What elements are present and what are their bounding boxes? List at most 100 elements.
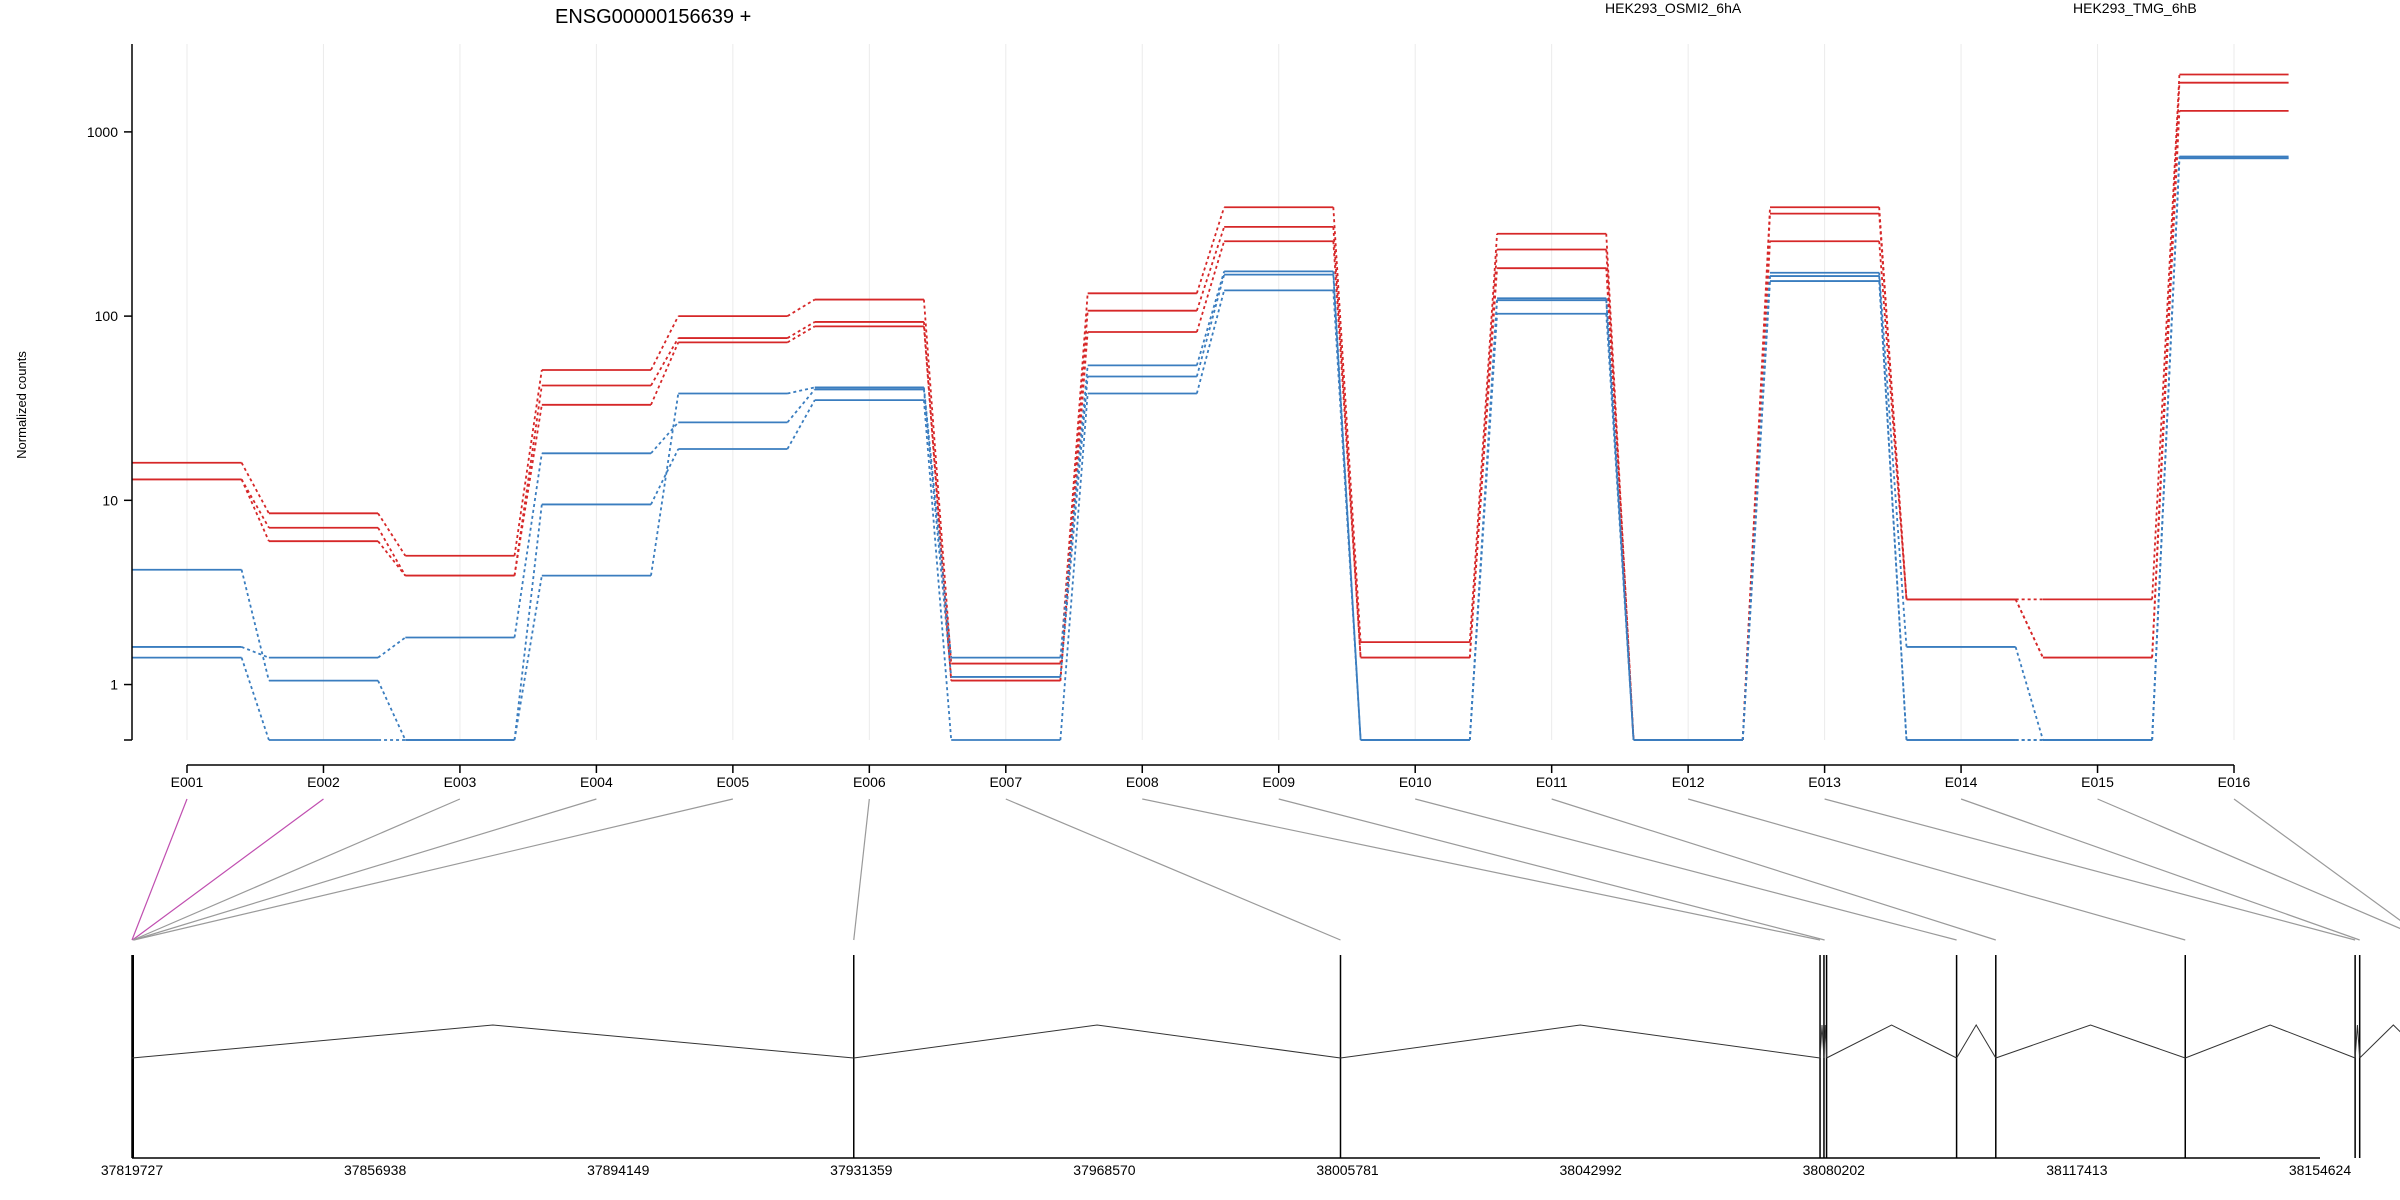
genomic-tick-label: 38080202 bbox=[1803, 1162, 1866, 1178]
data-connector bbox=[1195, 206, 1226, 294]
intron-line bbox=[1819, 1024, 1825, 1059]
data-connector bbox=[240, 569, 270, 681]
exon-connector bbox=[1005, 798, 1341, 941]
data-connector bbox=[513, 369, 543, 556]
exon-connector bbox=[1415, 798, 1957, 941]
genomic-tick-label: 38154624 bbox=[2289, 1162, 2352, 1178]
genomic-tick-label: 37968570 bbox=[1073, 1162, 1136, 1178]
genomic-tick-label: 37931359 bbox=[830, 1162, 893, 1178]
intron-line bbox=[1995, 1024, 2186, 1059]
x-tick-label: E011 bbox=[1536, 774, 1568, 790]
gene-model: 37819727 37856938 37894149 37931359 37968570… bbox=[101, 798, 2400, 1178]
data-connector bbox=[2014, 646, 2044, 741]
data-connector bbox=[1195, 226, 1226, 311]
series-4 bbox=[132, 157, 2289, 741]
x-tick-label: E006 bbox=[853, 774, 886, 790]
data-connector bbox=[1741, 241, 1771, 741]
genomic-tick-label: 38117413 bbox=[2046, 1162, 2107, 1178]
exon-connector bbox=[1687, 798, 2186, 941]
data-connector bbox=[1605, 313, 1635, 741]
data-connector bbox=[2151, 156, 2181, 741]
y-tick-label: 1 bbox=[110, 677, 118, 693]
series-layer bbox=[132, 73, 2289, 741]
x-tick-label: E007 bbox=[989, 774, 1022, 790]
series-1 bbox=[132, 81, 2289, 741]
legend-item-osmi2: HEK293_OSMI2_6hA bbox=[1605, 0, 1742, 16]
data-connector bbox=[1059, 365, 1089, 658]
exon-connector bbox=[133, 798, 734, 941]
data-connector bbox=[650, 337, 680, 386]
exon-connector bbox=[1278, 798, 1825, 941]
series-0 bbox=[132, 73, 2289, 741]
data-connector bbox=[2151, 110, 2181, 658]
data-connector bbox=[786, 399, 816, 450]
x-tick-label: E002 bbox=[307, 774, 340, 790]
data-connector bbox=[1195, 290, 1226, 394]
data-connector bbox=[1468, 298, 1498, 741]
intron-line bbox=[2354, 1024, 2361, 1059]
y-tick-label: 10 bbox=[102, 492, 118, 508]
legend-item-tmg: HEK293_TMG_6hB bbox=[2073, 0, 2197, 16]
exon-connector bbox=[1824, 798, 2356, 941]
exon-connector bbox=[131, 798, 188, 941]
series-2 bbox=[132, 110, 2289, 741]
exon-connector bbox=[1960, 798, 2360, 941]
intron-line bbox=[1956, 1024, 1997, 1059]
data-connector bbox=[923, 400, 953, 741]
data-connector bbox=[650, 342, 680, 406]
data-connector bbox=[377, 540, 407, 577]
data-connector bbox=[786, 321, 816, 339]
data-connector bbox=[650, 393, 680, 576]
genomic-tick-label: 37819727 bbox=[101, 1162, 164, 1178]
data-connector bbox=[241, 646, 270, 659]
data-connector bbox=[1741, 272, 1771, 741]
data-connector bbox=[650, 421, 679, 454]
data-connector bbox=[923, 326, 953, 681]
exon-connector bbox=[133, 798, 597, 941]
intron-line bbox=[131, 1024, 854, 1059]
data-connector bbox=[1741, 213, 1771, 741]
data-connector bbox=[240, 478, 270, 542]
data-connector bbox=[240, 657, 270, 741]
exon-connector bbox=[1142, 798, 1821, 941]
data-connector bbox=[2151, 74, 2181, 600]
data-connector bbox=[650, 315, 680, 371]
data-connector bbox=[786, 325, 816, 344]
exon-connector bbox=[2097, 798, 2400, 930]
x-tick-label: E008 bbox=[1126, 774, 1159, 790]
data-connector bbox=[1059, 376, 1089, 678]
data-connector bbox=[513, 404, 543, 576]
data-connector bbox=[2151, 158, 2181, 741]
data-connector bbox=[1605, 300, 1635, 741]
x-tick-label: E001 bbox=[171, 774, 204, 790]
exon-connector bbox=[2233, 798, 2400, 922]
exon-connector bbox=[132, 798, 324, 941]
x-tick-label: E015 bbox=[2081, 774, 2114, 790]
intron-line bbox=[2185, 1024, 2356, 1059]
exon-connector bbox=[853, 798, 870, 941]
x-tick-label: E004 bbox=[580, 774, 613, 790]
data-connector bbox=[377, 636, 406, 659]
data-connector bbox=[1878, 213, 1908, 600]
axes-layer: 1 10 100 1000 E001 E002 E003 E004 E005 E006 E007 E0… bbox=[87, 44, 2251, 790]
exon-connector bbox=[132, 798, 461, 941]
data-connector bbox=[1468, 313, 1498, 741]
x-tick-label: E003 bbox=[444, 774, 477, 790]
data-connector bbox=[1059, 393, 1089, 741]
intron-line bbox=[2359, 1024, 2400, 1059]
data-connector bbox=[513, 453, 543, 638]
data-connector bbox=[1468, 268, 1498, 658]
x-tick-label: E005 bbox=[717, 774, 750, 790]
intron-line bbox=[853, 1024, 1341, 1059]
data-connector bbox=[1332, 207, 1362, 643]
data-connector bbox=[1195, 271, 1226, 366]
x-tick-label: E009 bbox=[1262, 774, 1295, 790]
data-connector bbox=[1878, 272, 1908, 648]
x-tick-label: E012 bbox=[1672, 774, 1705, 790]
y-tick-label: 1000 bbox=[87, 124, 118, 140]
y-tick-label: 100 bbox=[95, 308, 119, 324]
x-tick-label: E010 bbox=[1399, 774, 1432, 790]
data-connector bbox=[1195, 240, 1226, 333]
data-connector bbox=[377, 680, 407, 741]
